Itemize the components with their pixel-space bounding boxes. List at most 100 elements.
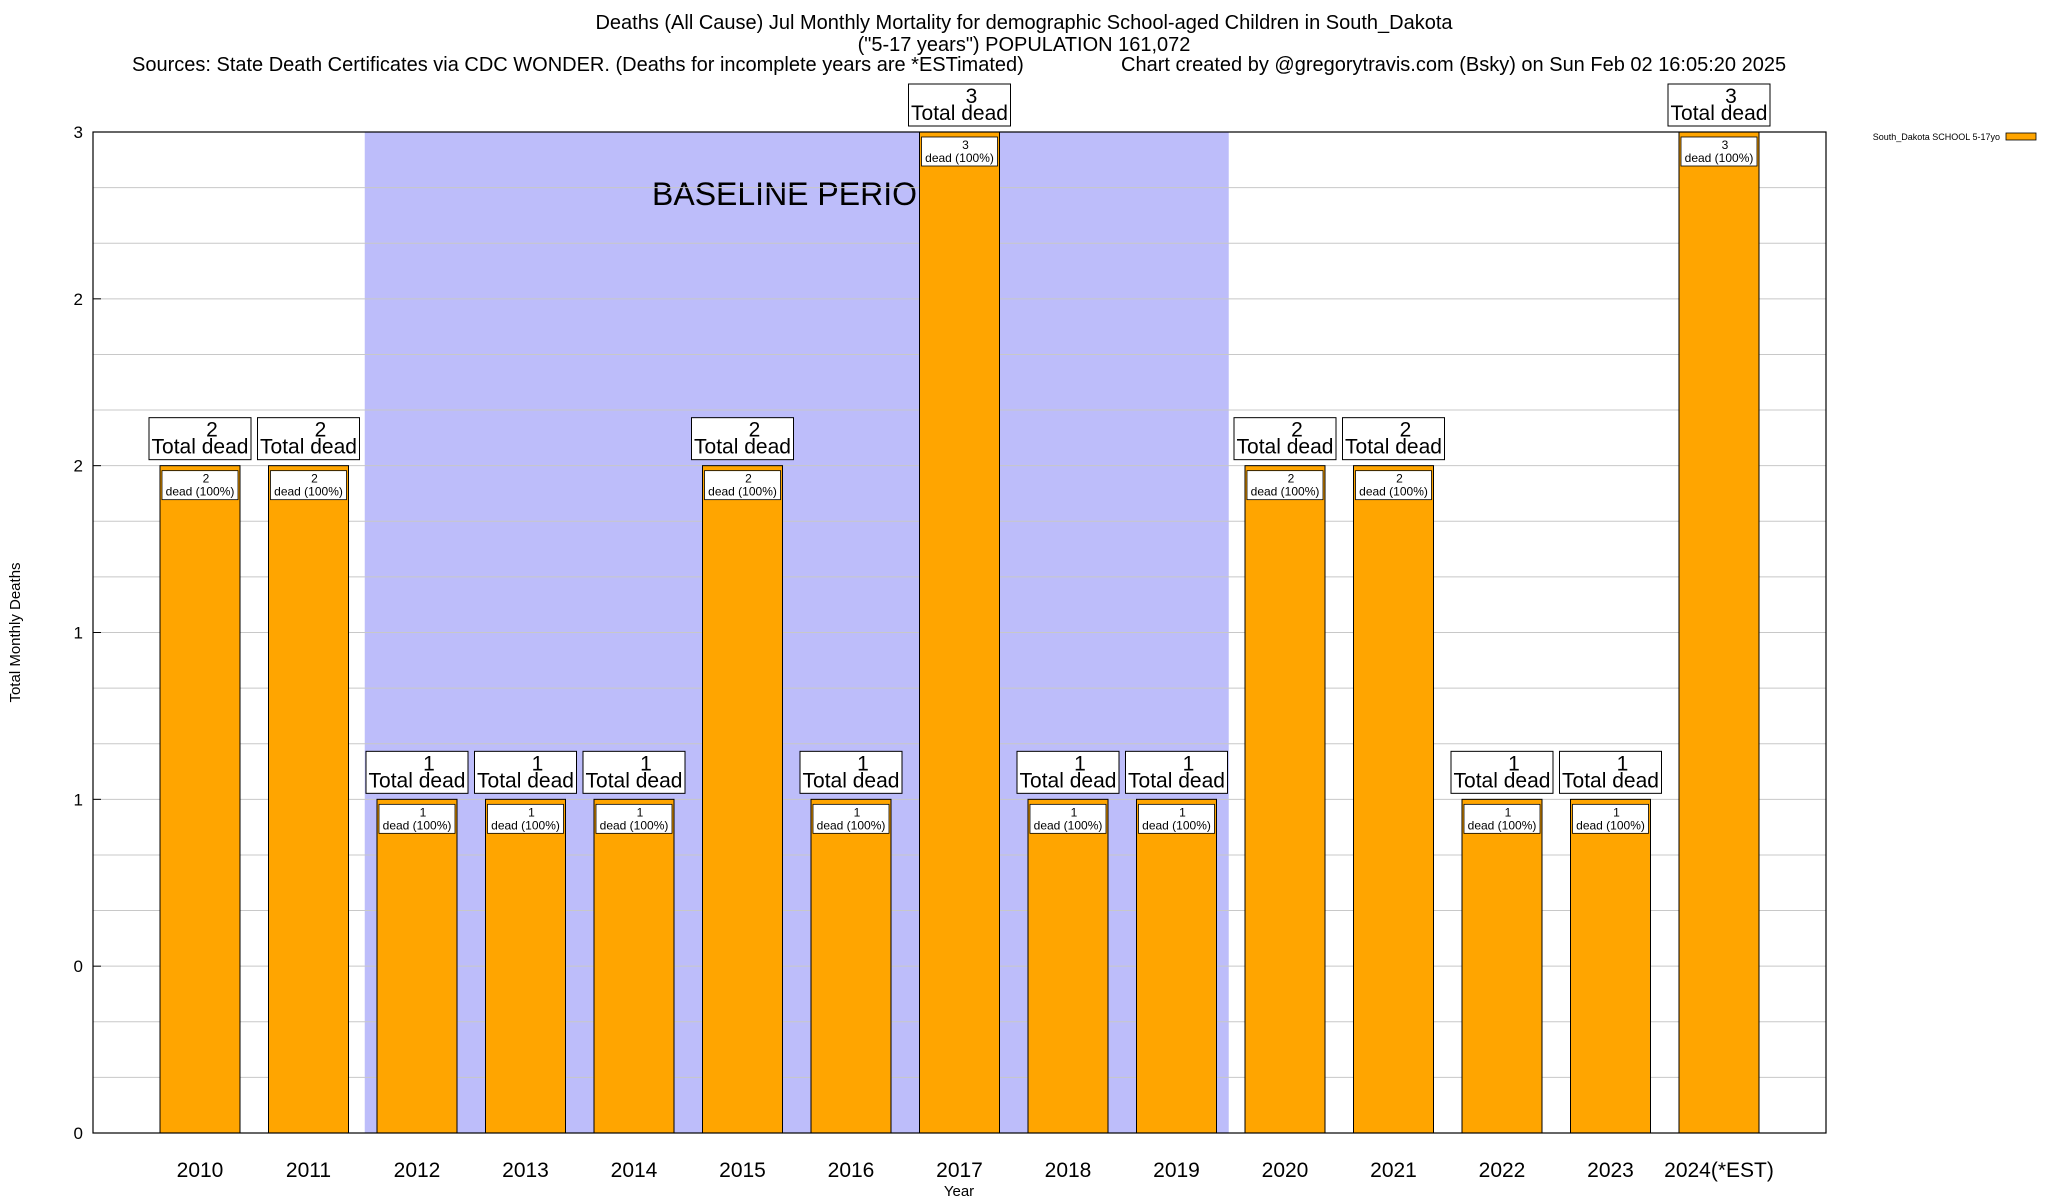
- bar-count-label: 1: [1179, 805, 1186, 819]
- bar-count-label: 1: [420, 805, 427, 819]
- x-tick-label: 2011: [286, 1159, 331, 1182]
- bar: [485, 798, 566, 1134]
- bar-label-box: [161, 470, 239, 501]
- axes-layer: 2010 2011 2012 2013 2014 2015 2016 2017 2018 2019…: [7, 123, 1827, 1200]
- total-count-label: 1: [423, 752, 435, 775]
- total-dead-label: Total dead: [152, 436, 249, 459]
- total-count-label: 1: [640, 752, 652, 775]
- bar: [702, 465, 783, 1134]
- bar: [919, 131, 1000, 1134]
- bar: [593, 798, 675, 1134]
- x-tick-label: 2016: [828, 1159, 875, 1182]
- x-tick-label: 2020: [1262, 1159, 1309, 1182]
- legend-swatch: [2005, 132, 2037, 141]
- bar-label-box: [1572, 803, 1649, 834]
- bar-count-label: 2: [311, 472, 318, 486]
- x-tick-label: 2021: [1370, 1159, 1417, 1182]
- x-tick-label: 2022: [1479, 1159, 1526, 1182]
- total-count-label: 1: [1074, 752, 1086, 775]
- bar-label-box: [1680, 136, 1758, 167]
- total-count-label: 2: [206, 419, 218, 442]
- bar-count-label: 1: [1071, 805, 1078, 819]
- bar: [810, 798, 892, 1134]
- bar-percent-label: dead (100%): [708, 485, 777, 499]
- total-label-box: [799, 750, 903, 794]
- bar: [268, 465, 349, 1134]
- bar-label-box: [812, 803, 890, 834]
- bar: [1353, 465, 1434, 1134]
- bar-count-label: 2: [745, 472, 752, 486]
- total-dead-label: Total dead: [1671, 102, 1768, 125]
- x-tick-label: 2019: [1153, 1159, 1200, 1182]
- total-count-label: 3: [966, 85, 978, 108]
- bar-count-label: 1: [1505, 805, 1512, 819]
- total-dead-label: Total dead: [911, 102, 1008, 125]
- bar-percent-label: dead (100%): [1142, 818, 1211, 832]
- total-count-label: 1: [532, 752, 544, 775]
- chart-sources: Sources: State Death Certificates via CD…: [132, 54, 1024, 76]
- total-label-box: [1667, 83, 1771, 127]
- bar-percent-label: dead (100%): [925, 151, 994, 165]
- bar-label-box: [270, 470, 347, 501]
- bar-percent-label: dead (100%): [166, 485, 235, 499]
- bars-layer: [159, 131, 1760, 1134]
- total-dead-label: Total dead: [477, 769, 574, 792]
- total-dead-label: Total dead: [694, 436, 791, 459]
- total-label-box: [691, 417, 794, 461]
- y-tick-label: 2: [74, 290, 83, 309]
- x-tick-label: 2018: [1045, 1159, 1092, 1182]
- bar: [1244, 465, 1326, 1134]
- total-dead-label: Total dead: [1128, 769, 1225, 792]
- bar-label-box: [921, 136, 998, 167]
- bar: [1570, 798, 1651, 1134]
- x-axis-title: Year: [944, 1183, 974, 1200]
- chart-subtitle: ("5-17 years") POPULATION 161,072: [857, 34, 1191, 56]
- y-tick-label: 0: [74, 957, 83, 976]
- total-dead-label: Total dead: [1020, 769, 1117, 792]
- y-tick-label: 1: [74, 624, 83, 643]
- total-label-box: [1016, 750, 1120, 794]
- total-label-box: [582, 750, 686, 794]
- bar-label-box: [1355, 470, 1432, 501]
- x-tick-label: 2012: [394, 1159, 441, 1182]
- total-label-box: [257, 417, 360, 461]
- bar: [1027, 798, 1109, 1134]
- bar-percent-label: dead (100%): [1359, 485, 1428, 499]
- total-dead-label: Total dead: [1562, 769, 1659, 792]
- total-dead-label: Total dead: [586, 769, 683, 792]
- legend-label: South_Dakota SCHOOL 5-17yo: [1873, 132, 2000, 142]
- total-label-box: [474, 750, 577, 794]
- y-axis-title: Total Monthly Deaths: [7, 562, 24, 702]
- baseline-period-label: BASELINE PERIOD: [652, 176, 940, 212]
- x-tick-label: 2024(*EST): [1664, 1159, 1774, 1182]
- bar: [1678, 131, 1760, 1134]
- total-dead-label: Total dead: [369, 769, 466, 792]
- bar-count-label: 1: [854, 805, 861, 819]
- x-tick-label: 2023: [1587, 1159, 1634, 1182]
- total-dead-label: Total dead: [260, 436, 357, 459]
- chart-credit: Chart created by @gregorytravis.com (Bsk…: [1121, 54, 1787, 76]
- x-tick-label: 2013: [502, 1159, 549, 1182]
- bar-count-label: 3: [1722, 138, 1729, 152]
- bar-label-box: [1246, 470, 1324, 501]
- bar: [1461, 798, 1543, 1134]
- bar-count-label: 1: [1613, 805, 1620, 819]
- bar-percent-label: dead (100%): [817, 818, 886, 832]
- total-count-label: 2: [1291, 419, 1303, 442]
- total-count-label: 2: [1400, 419, 1412, 442]
- total-count-label: 1: [857, 752, 869, 775]
- total-label-box: [1450, 750, 1554, 794]
- bar-percent-label: dead (100%): [491, 818, 560, 832]
- bar: [376, 798, 458, 1134]
- total-label-box: [908, 83, 1011, 127]
- total-count-label: 2: [315, 419, 327, 442]
- bar-count-label: 3: [962, 138, 969, 152]
- total-count-label: 3: [1725, 85, 1737, 108]
- bar-percent-label: dead (100%): [1576, 818, 1645, 832]
- bar-label-box: [1463, 803, 1541, 834]
- bar: [1136, 798, 1217, 1134]
- total-dead-label: Total dead: [1454, 769, 1551, 792]
- bar: [159, 465, 241, 1134]
